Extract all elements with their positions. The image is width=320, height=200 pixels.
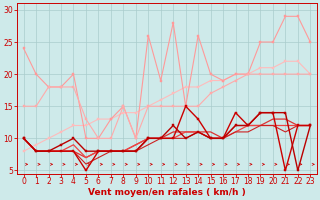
X-axis label: Vent moyen/en rafales ( km/h ): Vent moyen/en rafales ( km/h ) bbox=[88, 188, 246, 197]
